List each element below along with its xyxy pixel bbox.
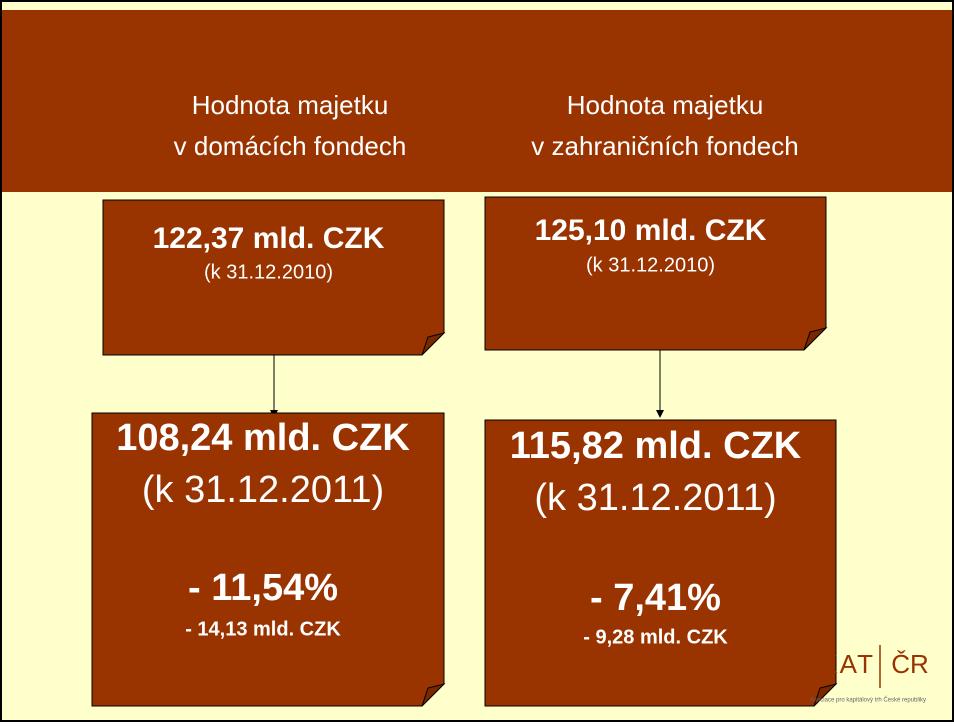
change-percent: - 7,41% bbox=[590, 577, 721, 619]
note-fold bbox=[813, 683, 838, 707]
logo-right: ČR bbox=[891, 649, 929, 679]
date-2011: (k 31.12.2011) bbox=[142, 469, 384, 511]
change-amount: - 14,13 mld. CZK bbox=[185, 618, 341, 640]
amount-2011: 108,24 mld. CZK bbox=[116, 417, 410, 459]
date-2010: (k 31.12.2010) bbox=[586, 254, 715, 276]
amount-2010: 125,10 mld. CZK bbox=[535, 214, 767, 247]
logo-tagline: Asociace pro kapitálový trh České republ… bbox=[810, 697, 926, 704]
note-fold bbox=[803, 327, 828, 351]
logo: AKAT ČR Asociace pro kapitálový trh Česk… bbox=[801, 645, 929, 704]
change-amount: - 9,28 mld. CZK bbox=[583, 626, 728, 648]
amount-2010: 122,37 mld. CZK bbox=[153, 222, 385, 255]
amount-2011: 115,82 mld. CZK bbox=[510, 425, 802, 467]
note-fold bbox=[421, 332, 446, 356]
logo-left: AKAT bbox=[801, 649, 875, 679]
column-header: Hodnota majetku bbox=[567, 90, 764, 120]
date-2010: (k 31.12.2010) bbox=[204, 261, 333, 283]
header-band bbox=[2, 10, 952, 192]
note-fold bbox=[421, 683, 446, 707]
column-header: v domácích fondech bbox=[174, 131, 407, 161]
column-header: Hodnota majetku bbox=[192, 90, 389, 120]
arrow-head bbox=[656, 410, 664, 418]
column-header: v zahraničních fondech bbox=[531, 131, 798, 161]
date-2011: (k 31.12.2011) bbox=[534, 477, 776, 519]
change-percent: - 11,54% bbox=[188, 567, 338, 609]
